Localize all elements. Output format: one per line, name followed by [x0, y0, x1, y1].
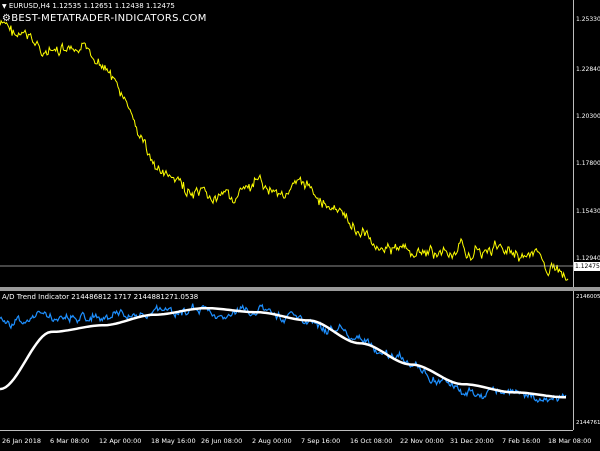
pane-separator[interactable]: [0, 287, 600, 291]
gear-icon: ⚙: [2, 13, 12, 24]
time-tick: 26 Jun 08:00: [201, 437, 243, 445]
time-tick: 31 Dec 20:00: [450, 437, 494, 445]
trend-series-line: [0, 306, 566, 399]
time-tick: 12 Apr 00:00: [99, 437, 142, 445]
time-tick: 18 Mar 08:00: [548, 437, 592, 445]
indicator-chart: [0, 303, 567, 403]
time-tick: 18 May 16:00: [151, 437, 196, 445]
watermark: ⚙BEST-METATRADER-INDICATORS.COM: [2, 13, 207, 24]
time-tick: 26 Jan 2018: [2, 437, 41, 445]
time-tick: 7 Sep 16:00: [301, 437, 341, 445]
price-axis[interactable]: 1.25330 1.22840 1.20300 1.17800 1.15430 …: [573, 0, 600, 287]
indicator-tick: 2146005540: [576, 294, 600, 300]
symbol-header: EURUSD,H4 1.12535 1.12651 1.12438 1.1247…: [8, 2, 175, 10]
indicator-header: A/D Trend Indicator 214486812 1717 21448…: [2, 293, 199, 301]
indicator-tick: 2144761539: [576, 420, 600, 426]
ad-series-line: [0, 303, 567, 403]
indicator-axis[interactable]: 2146005540 2144761539: [573, 291, 600, 430]
time-tick: 6 Mar 08:00: [50, 437, 90, 445]
time-axis[interactable]: 26 Jan 2018 6 Mar 08:00 12 Apr 00:00 18 …: [0, 430, 591, 451]
time-tick: 2 Aug 00:00: [252, 437, 292, 445]
price-chart-pane[interactable]: ▼ EURUSD,H4 1.12535 1.12651 1.12438 1.12…: [0, 0, 573, 287]
time-tick: 22 Nov 00:00: [400, 437, 444, 445]
time-tick: 7 Feb 16:00: [502, 437, 541, 445]
price-series-line: [0, 19, 569, 281]
price-tick: 1.20300: [576, 113, 600, 120]
indicator-pane[interactable]: A/D Trend Indicator 214486812 1717 21448…: [0, 291, 573, 430]
watermark-text: BEST-METATRADER-INDICATORS.COM: [11, 13, 207, 24]
price-chart: [0, 19, 573, 281]
price-tick: 1.25330: [576, 16, 600, 23]
price-tick: 1.22840: [576, 66, 600, 73]
price-tick: 1.17800: [576, 160, 600, 167]
current-price-label: 1.12475: [574, 262, 600, 271]
price-tick: 1.15430: [576, 208, 600, 215]
time-tick: 16 Oct 08:00: [350, 437, 393, 445]
dropdown-arrow-icon[interactable]: ▼: [2, 3, 7, 10]
price-tick: 1.12940: [576, 255, 600, 262]
